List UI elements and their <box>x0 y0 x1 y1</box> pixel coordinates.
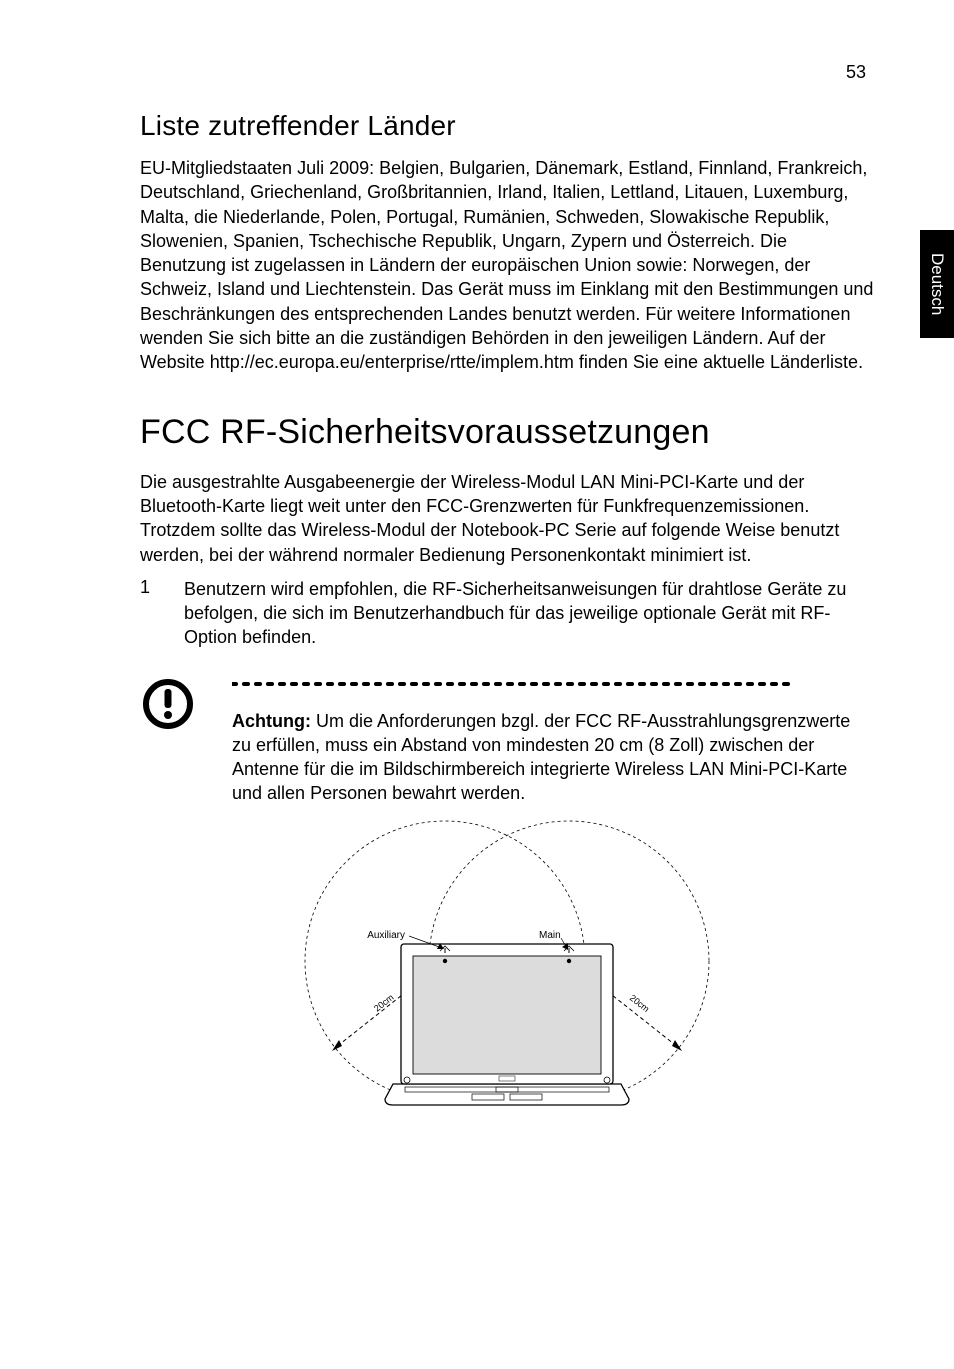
rf-diagram: 20cm 20cm <box>140 816 874 1156</box>
caution-icon <box>140 676 232 737</box>
language-tab: Deutsch <box>920 230 954 338</box>
note-body: Um die Anforderungen bzgl. der FCC RF-Au… <box>232 711 850 803</box>
diagram-label-right: Main <box>539 930 561 941</box>
diagram-label-left: Auxiliary <box>367 930 405 941</box>
section2-paragraph: Die ausgestrahlte Ausgabeenergie der Wir… <box>140 470 874 567</box>
page: 53 Deutsch Liste zutreffender Länder EU-… <box>0 0 954 1369</box>
section1-paragraph: EU-Mitgliedstaaten Juli 2009: Belgien, B… <box>140 156 874 375</box>
note-label: Achtung: <box>232 711 311 731</box>
numbered-list-item: 1 Benutzern wird empfohlen, die RF-Siche… <box>140 577 874 650</box>
page-number: 53 <box>846 62 866 83</box>
list-number: 1 <box>140 577 184 650</box>
section1-title: Liste zutreffender Länder <box>140 110 874 142</box>
note-content: Achtung: Um die Anforderungen bzgl. der … <box>232 676 874 806</box>
diagram-dist-left: 20cm <box>372 992 396 1013</box>
note-block: Achtung: Um die Anforderungen bzgl. der … <box>140 676 874 806</box>
diagram-dist-right: 20cm <box>628 992 652 1013</box>
note-text: Achtung: Um die Anforderungen bzgl. der … <box>232 710 874 806</box>
list-text: Benutzern wird empfohlen, die RF-Sicherh… <box>184 577 874 650</box>
dotted-divider <box>232 676 874 694</box>
section2-title: FCC RF-Sicherheitsvoraussetzungen <box>140 413 874 452</box>
